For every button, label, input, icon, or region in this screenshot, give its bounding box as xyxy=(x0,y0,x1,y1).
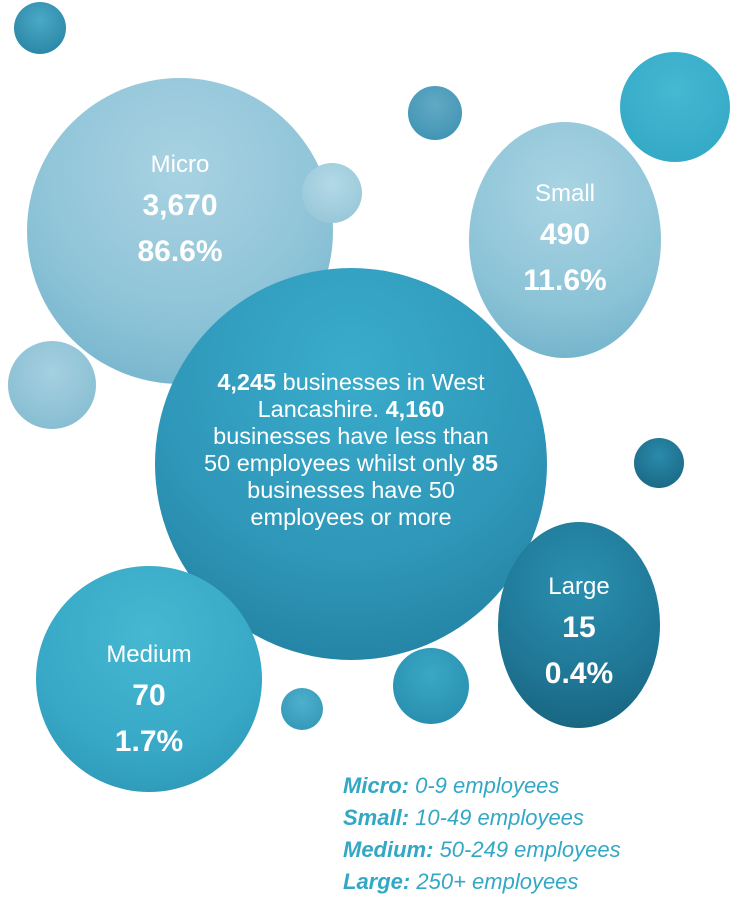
summary-text: 4,245 businesses in West Lancashire. 4,1… xyxy=(204,369,498,530)
small-bubble: Small 490 11.6% xyxy=(469,122,661,358)
large-label: Large xyxy=(548,573,610,600)
decorative-bubble xyxy=(393,648,469,724)
legend-item-small: Small: 10-49 employees xyxy=(343,805,584,830)
size-legend: Micro: 0-9 employees Small: 10-49 employ… xyxy=(343,770,621,898)
over-50-businesses: 85 xyxy=(471,450,498,476)
legend-item-micro: Micro: 0-9 employees xyxy=(343,773,560,798)
decorative-bubble xyxy=(14,2,66,54)
decorative-bubble xyxy=(408,86,462,140)
legend-item-medium: Medium: 50-249 employees xyxy=(343,837,621,862)
micro-percent: 86.6% xyxy=(137,235,223,268)
medium-count: 70 xyxy=(132,679,166,712)
medium-bubble: Medium 70 1.7% xyxy=(36,566,262,792)
decorative-bubble xyxy=(281,688,323,730)
small-label: Small xyxy=(534,180,595,207)
decorative-bubble xyxy=(620,52,730,162)
medium-label: Medium xyxy=(106,641,192,668)
decorative-bubble xyxy=(634,438,684,488)
decorative-bubble xyxy=(8,341,96,429)
large-percent: 0.4% xyxy=(544,657,614,690)
medium-percent: 1.7% xyxy=(114,725,184,758)
micro-count: 3,670 xyxy=(142,189,218,222)
total-businesses: 4,245 xyxy=(217,369,277,395)
under-50-businesses: 4,160 xyxy=(385,396,445,422)
large-count: 15 xyxy=(562,611,596,644)
small-percent: 11.6% xyxy=(523,264,607,297)
decorative-bubble xyxy=(302,163,362,223)
micro-label: Micro xyxy=(150,151,210,178)
small-count: 490 xyxy=(539,218,591,251)
large-bubble: Large 15 0.4% xyxy=(498,522,660,728)
legend-item-large: Large: 250+ employees xyxy=(343,869,579,894)
micro-bubble: Micro 3,670 86.6% xyxy=(27,78,333,384)
